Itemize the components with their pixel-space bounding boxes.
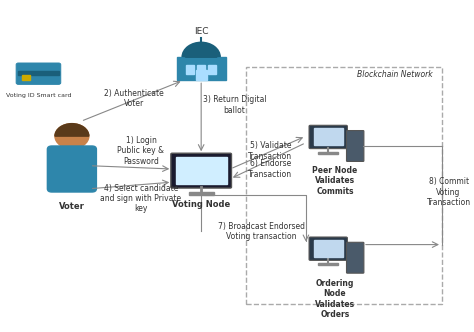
Bar <box>196 70 207 80</box>
Bar <box>197 65 205 74</box>
FancyBboxPatch shape <box>16 63 61 84</box>
FancyBboxPatch shape <box>309 237 347 260</box>
Bar <box>318 263 338 265</box>
Text: Voting ID Smart card: Voting ID Smart card <box>6 93 71 98</box>
Circle shape <box>55 124 89 149</box>
Text: 5) Validate
Transaction: 5) Validate Transaction <box>248 141 292 161</box>
Bar <box>318 152 338 154</box>
Bar <box>189 192 214 195</box>
Bar <box>176 157 227 185</box>
Text: IEC: IEC <box>194 27 209 36</box>
Bar <box>22 75 30 80</box>
Bar <box>185 65 193 74</box>
FancyBboxPatch shape <box>47 146 96 192</box>
Bar <box>313 240 343 257</box>
Bar <box>177 57 226 80</box>
Wedge shape <box>55 124 89 136</box>
FancyBboxPatch shape <box>346 130 364 161</box>
FancyBboxPatch shape <box>171 153 231 188</box>
Text: 8) Commit
Voting
Transaction: 8) Commit Voting Transaction <box>427 177 471 207</box>
Bar <box>313 128 343 145</box>
Text: 3) Return Digital
ballot: 3) Return Digital ballot <box>203 95 266 115</box>
Bar <box>18 71 58 75</box>
FancyBboxPatch shape <box>346 242 364 273</box>
Text: Ordering
Node
Validates
Orders: Ordering Node Validates Orders <box>315 279 355 319</box>
Text: 1) Login
Public key &
Password: 1) Login Public key & Password <box>118 136 164 166</box>
Text: Voter: Voter <box>59 202 85 211</box>
Text: 4) Select candidate
and sign with Private
key: 4) Select candidate and sign with Privat… <box>100 184 182 213</box>
Bar <box>208 65 216 74</box>
Text: Peer Node
Validates
Commits: Peer Node Validates Commits <box>312 166 357 196</box>
Text: 7) Broadcast Endorsed
Voting transaction: 7) Broadcast Endorsed Voting transaction <box>218 222 305 241</box>
Text: Blockchain Network: Blockchain Network <box>357 70 433 79</box>
Text: Voting Node: Voting Node <box>172 200 230 209</box>
Wedge shape <box>185 46 217 57</box>
FancyBboxPatch shape <box>309 125 347 149</box>
Text: 2) Authenticate
Voter: 2) Authenticate Voter <box>104 89 164 108</box>
Text: 6) Endorse
Transaction: 6) Endorse Transaction <box>248 159 292 179</box>
